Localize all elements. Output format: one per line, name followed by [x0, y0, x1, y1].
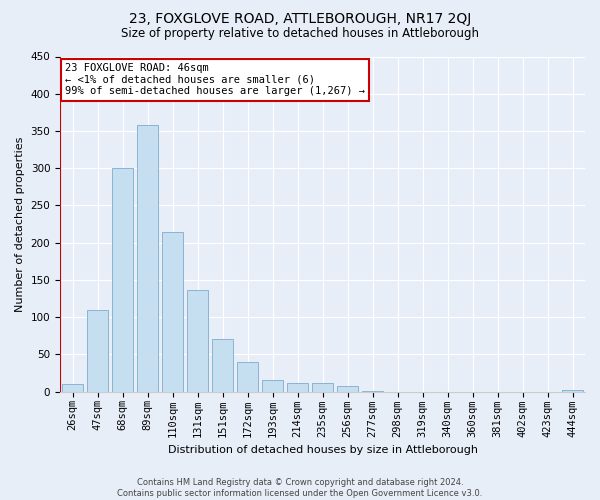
- Bar: [262, 380, 283, 392]
- Text: Contains HM Land Registry data © Crown copyright and database right 2024.
Contai: Contains HM Land Registry data © Crown c…: [118, 478, 482, 498]
- Bar: [187, 290, 208, 392]
- Text: 23, FOXGLOVE ROAD, ATTLEBOROUGH, NR17 2QJ: 23, FOXGLOVE ROAD, ATTLEBOROUGH, NR17 2Q…: [129, 12, 471, 26]
- Y-axis label: Number of detached properties: Number of detached properties: [15, 136, 25, 312]
- Text: Size of property relative to detached houses in Attleborough: Size of property relative to detached ho…: [121, 28, 479, 40]
- Bar: [287, 382, 308, 392]
- Bar: [87, 310, 108, 392]
- Bar: [137, 125, 158, 392]
- Bar: [212, 340, 233, 392]
- Bar: [362, 391, 383, 392]
- Bar: [112, 168, 133, 392]
- Bar: [62, 384, 83, 392]
- Bar: [162, 232, 183, 392]
- Text: 23 FOXGLOVE ROAD: 46sqm
← <1% of detached houses are smaller (6)
99% of semi-det: 23 FOXGLOVE ROAD: 46sqm ← <1% of detache…: [65, 63, 365, 96]
- Bar: [562, 390, 583, 392]
- Bar: [237, 362, 258, 392]
- Bar: [312, 382, 333, 392]
- X-axis label: Distribution of detached houses by size in Attleborough: Distribution of detached houses by size …: [167, 445, 478, 455]
- Bar: [337, 386, 358, 392]
